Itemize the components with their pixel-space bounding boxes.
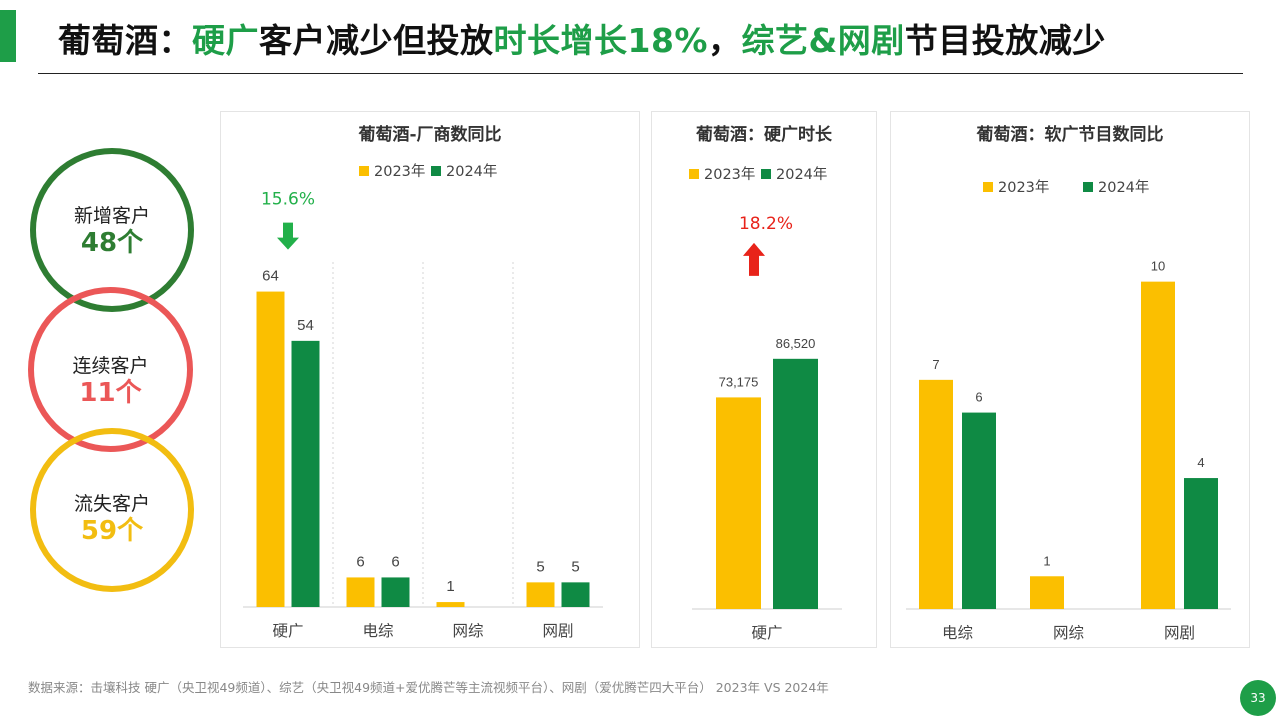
category-label: 电综 [362,622,394,640]
legend-swatch-1 [1083,182,1093,192]
trend-arrow-down-icon [277,222,299,250]
page-title: 葡萄酒：硬广客户减少但投放时长增长18%，综艺&网剧节目投放减少 [58,14,1106,62]
vendor-count-chart-panel: 葡萄酒-厂商数同比 2023年 2024年 64 54 硬广 15.6% 6 6 电综 1 网综 5 5 网… [220,111,640,648]
legend-label-0: 2023年 [374,163,425,180]
category-label: 硬广 [751,624,782,642]
title-part-3: 时长增长18% [493,21,708,60]
bar-硬广-2023年 [716,397,761,609]
title-part-5: 综艺&网剧 [741,21,905,60]
legend-swatch-1 [761,169,771,179]
data-label: 7 [932,357,939,372]
chart-title: 葡萄酒-厂商数同比 [357,124,501,145]
category-label: 网剧 [1164,624,1195,642]
legend-label-1: 2024年 [776,166,827,183]
legend-label-0: 2023年 [704,166,755,183]
bar-网剧-2023年 [526,582,555,607]
trend-arrow-up-icon [743,242,765,276]
data-label: 5 [536,558,544,575]
legend-swatch-0 [689,169,699,179]
data-label: 1 [446,578,454,595]
data-label: 54 [297,317,314,334]
title-part-1: 硬广 [192,21,259,60]
bar-硬广-2024年 [291,340,320,607]
page-number-badge: 33 [1240,680,1276,716]
vendor-count-chart: 葡萄酒-厂商数同比 2023年 2024年 64 54 硬广 15.6% 6 6 电综 1 网综 5 5 网… [243,124,603,640]
bar-网剧-2024年 [561,582,590,607]
trend-percent: 18.2% [739,214,793,234]
program-count-chart: 葡萄酒：软广节目数同比 2023年 2024年 7 6 电综 1 网综 10 4 网剧 [906,124,1231,642]
bar-网剧-2023年 [1141,281,1175,609]
chart-title: 葡萄酒：硬广时长 [695,124,833,145]
chart-title: 葡萄酒：软广节目数同比 [976,124,1164,145]
lost-customers-circle: 流失客户 59个 [30,428,194,592]
category-label: 网综 [452,622,484,640]
legend-swatch-0 [359,166,369,176]
category-label: 电综 [942,624,974,642]
data-label: 6 [975,390,982,405]
title-divider [38,73,1243,74]
data-label: 6 [356,553,364,570]
legend-swatch-1 [431,166,441,176]
legend-label-1: 2024年 [1098,179,1149,196]
trend-percent: 15.6% [261,190,315,210]
title-part-4: ， [708,21,742,60]
data-label: 4 [1197,455,1204,470]
lost-customers-label: 流失客户 [73,493,150,515]
category-label: 网综 [1053,624,1085,642]
title-part-2: 客户减少但投放 [259,21,494,60]
bar-电综-2024年 [962,412,996,609]
title-accent-bar [0,10,16,62]
category-label: 硬广 [272,622,303,640]
data-label: 1 [1043,553,1050,568]
new-customers-label: 新增客户 [73,205,150,227]
data-label: 64 [262,268,279,285]
bar-电综-2023年 [919,379,953,609]
data-label: 5 [571,558,579,575]
bar-硬广-2023年 [256,291,285,607]
title-part-6: 节目投放减少 [904,21,1106,60]
category-label: 网剧 [542,622,573,640]
continuing-customers-value: 11个 [79,378,142,408]
continuing-customers-label: 连续客户 [72,355,149,377]
ad-duration-chart-panel: 葡萄酒：硬广时长 2023年 2024年 73,175 86,520 硬广 18.2% [651,111,877,648]
source-footnote: 数据来源：击壤科技 硬广（央卫视49频道）、综艺（央卫视49频道+爱优腾芒等主流… [28,680,829,695]
data-label: 6 [391,553,399,570]
legend-label-0: 2023年 [998,179,1049,196]
bar-电综-2023年 [346,577,375,607]
data-label: 73,175 [719,374,759,389]
bar-电综-2024年 [381,577,410,607]
legend-label-1: 2024年 [446,163,497,180]
bar-网剧-2024年 [1184,478,1218,609]
title-part-0: 葡萄酒： [58,21,192,60]
bar-网综-2023年 [1030,576,1064,609]
data-label: 10 [1151,259,1165,274]
bar-硬广-2024年 [773,358,818,609]
bar-网综-2023年 [436,602,465,607]
program-count-chart-panel: 葡萄酒：软广节目数同比 2023年 2024年 7 6 电综 1 网综 10 4 网剧 [890,111,1250,648]
ad-duration-chart: 葡萄酒：硬广时长 2023年 2024年 73,175 86,520 硬广 18.2% [689,124,842,642]
data-label: 86,520 [776,336,816,351]
new-customers-value: 48个 [80,228,144,258]
legend-swatch-0 [983,182,993,192]
lost-customers-value: 59个 [80,516,144,546]
